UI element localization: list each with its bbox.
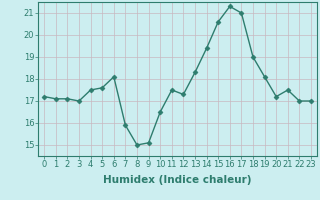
X-axis label: Humidex (Indice chaleur): Humidex (Indice chaleur): [103, 175, 252, 185]
